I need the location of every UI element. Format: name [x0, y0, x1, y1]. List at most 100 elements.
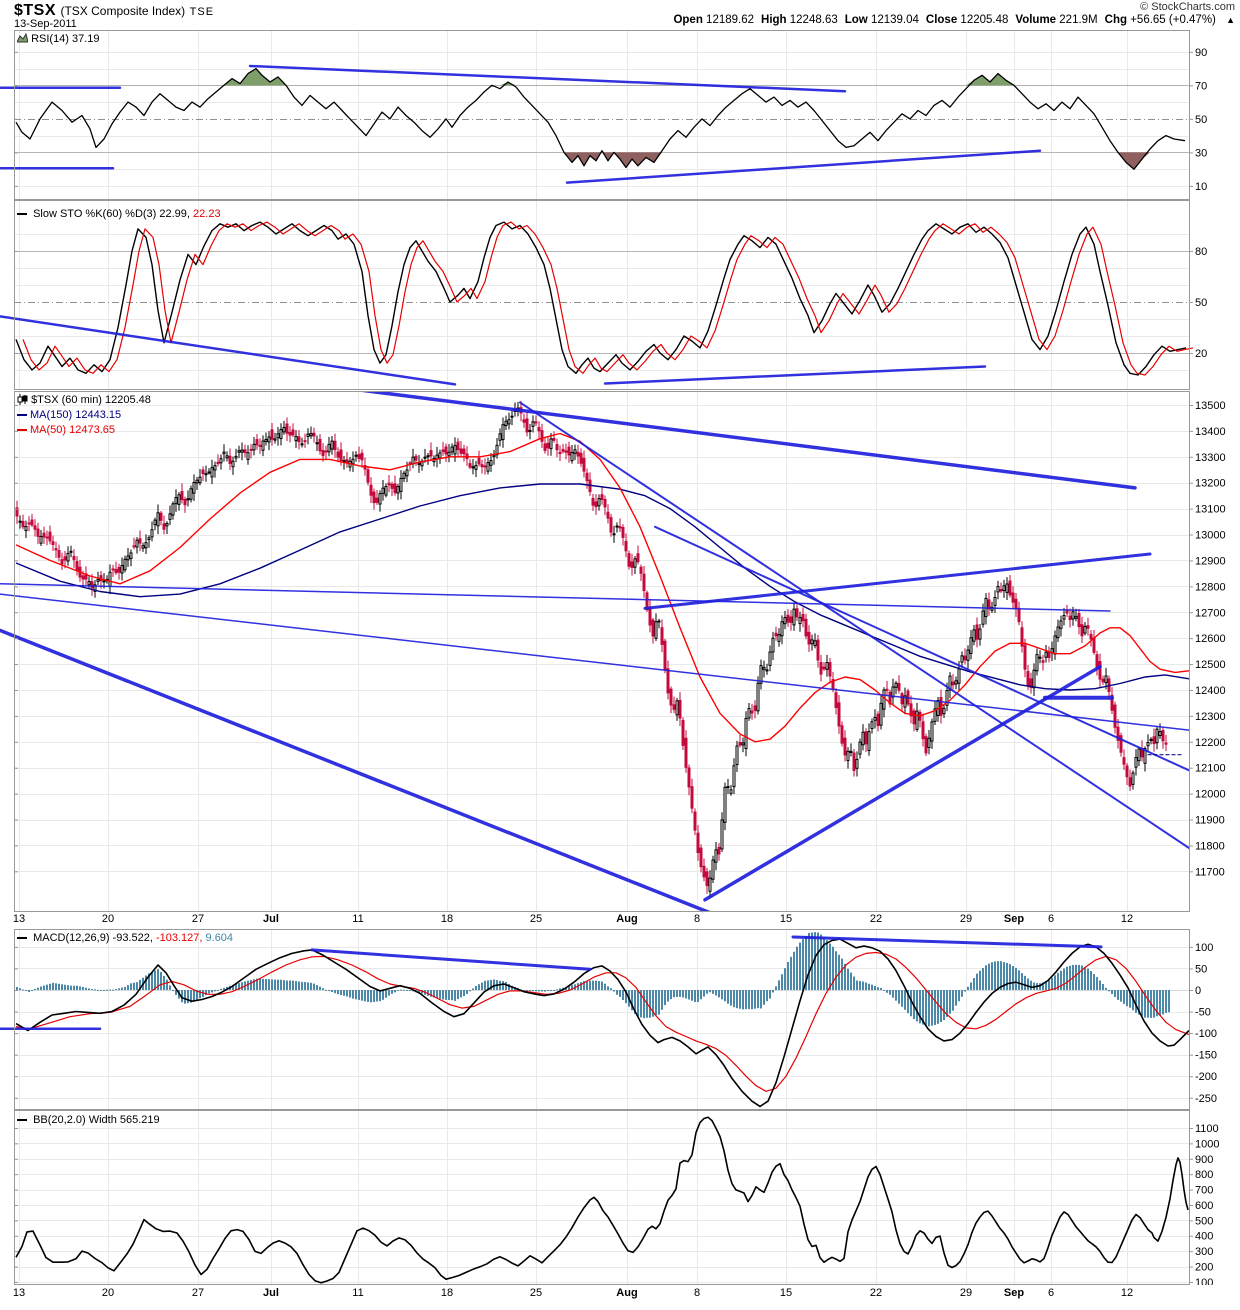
quote-row: Open 12189.62 High 12248.63 Low 12139.04 Cl… — [673, 14, 1235, 26]
y-axis-label: 12100 — [1195, 763, 1226, 775]
y-axis-label: 13000 — [1195, 530, 1226, 542]
y-axis-label: 200 — [1195, 1262, 1213, 1274]
stochastic-panel: 80 50 20 — [0, 200, 1207, 390]
y-axis-label: -150 — [1195, 1050, 1217, 1062]
y-axis-label: 11800 — [1195, 840, 1225, 852]
x-axis-label: 6 — [1047, 1287, 1055, 1299]
chart-date: 13-Sep-2011 — [14, 18, 77, 30]
quote-label: Volume — [1015, 14, 1060, 26]
quote-label: Close — [925, 14, 961, 26]
y-axis-label: 10 — [1195, 181, 1207, 193]
macd-line-swatch — [17, 937, 27, 940]
y-axis-label: 12500 — [1195, 659, 1226, 671]
ma150-legend: MA(150) 12443.15 — [17, 409, 121, 421]
x-axis-label: Jul — [263, 1287, 279, 1299]
quote-value: 221.9M — [1059, 14, 1098, 26]
y-axis-label: -200 — [1195, 1071, 1217, 1083]
x-axis-label: 8 — [693, 913, 701, 925]
x-axis-label: 13 — [12, 1287, 26, 1299]
y-axis-label: 12300 — [1195, 711, 1226, 723]
ma50-swatch — [17, 429, 27, 432]
x-axis-label: 13 — [12, 913, 26, 925]
x-axis-bottom: 13 20 27 Jul 11 18 25 Aug 8 15 22 29 Sep 6 12 — [0, 1286, 1240, 1303]
x-axis-label: 22 — [869, 1287, 883, 1299]
copyright: © StockCharts.com — [1140, 1, 1235, 13]
x-axis-label: 11 — [352, 1287, 364, 1299]
y-axis-label: 12800 — [1195, 581, 1226, 593]
price-legend-label: $TSX (60 min) 12205.48 — [31, 394, 151, 406]
y-axis-label: 50 — [1195, 963, 1207, 975]
x-axis-label: 20 — [101, 1287, 115, 1299]
x-axis-label: 25 — [529, 1287, 543, 1299]
x-axis-label: 20 — [101, 913, 115, 925]
y-axis-label: 12700 — [1195, 607, 1226, 619]
y-axis-label: 90 — [1195, 47, 1207, 59]
quote-label: High — [761, 14, 790, 26]
y-axis-label: 13200 — [1195, 478, 1226, 490]
y-axis-label: -100 — [1195, 1028, 1217, 1040]
y-axis-label: 1000 — [1195, 1138, 1219, 1150]
price-panel: 13500 13400 13300 13200 13100 13000 12900 12800… — [0, 391, 1226, 912]
ma150-label: MA(150) 12443.15 — [30, 409, 122, 421]
x-axis-label: Aug — [616, 913, 638, 925]
bb-width-panel: 1100 1000 900 800 700 600 500 400 300 200 100 — [14, 1110, 1219, 1285]
x-axis-label: 29 — [959, 913, 973, 925]
y-axis-label: 100 — [1195, 942, 1213, 954]
quote-value: 12139.04 — [870, 14, 919, 26]
y-axis-label: 100 — [1195, 1277, 1213, 1285]
y-axis-label: 400 — [1195, 1231, 1213, 1243]
x-axis-mid: 13 20 27 Jul 11 18 25 Aug 8 15 22 29 Sep 6 12 — [0, 912, 1240, 929]
ma50-label: MA(50) 12473.65 — [30, 424, 115, 436]
exchange-label: TSE — [189, 6, 215, 18]
y-axis-label: 13100 — [1195, 504, 1226, 516]
change-up-arrow: ▲ — [1226, 15, 1235, 25]
x-axis-label: 18 — [440, 1287, 454, 1299]
macd-legend: MACD(12,26,9) -93.522, -103.127, 9.604 — [17, 932, 233, 944]
y-axis-label: 80 — [1195, 246, 1207, 258]
x-axis-label: 12 — [1120, 1287, 1134, 1299]
x-axis-label: 11 — [352, 913, 364, 925]
quote-label: Low — [844, 14, 871, 26]
quote-values: Open 12189.62 High 12248.63 Low 12139.04 Cl… — [673, 14, 1222, 26]
x-axis-label: 22 — [869, 913, 883, 925]
rsi-legend-label: RSI(14) 37.19 — [31, 33, 100, 45]
sto-line-swatch — [17, 213, 27, 216]
quote-label: Open — [673, 14, 707, 26]
y-axis-label: 800 — [1195, 1169, 1213, 1181]
y-axis-label: 0 — [1195, 985, 1201, 997]
x-axis-label: Aug — [616, 1287, 638, 1299]
ma150-swatch — [17, 414, 27, 417]
x-axis-label: 15 — [779, 913, 793, 925]
symbol-name: (TSX Composite Index) — [60, 4, 186, 18]
x-axis-label: Sep — [1003, 1287, 1025, 1299]
x-axis-label: 27 — [191, 913, 205, 925]
y-axis-label: 13300 — [1195, 452, 1226, 464]
sto-legend: Slow STO %K(60) %D(3) 22.99, 22.23 — [17, 208, 221, 220]
rsi-panel: 90 70 50 30 10 — [0, 30, 1207, 200]
y-axis-label: 13500 — [1195, 400, 1226, 412]
y-axis-label: 600 — [1195, 1200, 1213, 1212]
ma50-legend: MA(50) 12473.65 — [17, 424, 115, 436]
symbol-label: $TSX — [14, 2, 57, 19]
x-axis-label: 15 — [779, 1287, 793, 1299]
y-axis-label: 20 — [1195, 348, 1207, 360]
sto-d-label: 22.23 — [193, 208, 221, 220]
x-axis-label: 18 — [440, 913, 454, 925]
x-axis-label: 29 — [959, 1287, 973, 1299]
y-axis-label: 50 — [1195, 114, 1207, 126]
y-axis-label: 13400 — [1195, 426, 1226, 438]
y-axis-label: -250 — [1195, 1093, 1217, 1105]
rsi-legend: RSI(14) 37.19 — [16, 32, 100, 45]
bb-legend: BB(20,2.0) Width 565.219 — [17, 1114, 160, 1126]
y-axis-label: 12000 — [1195, 789, 1226, 801]
x-axis-label: 8 — [693, 1287, 701, 1299]
quote-value: 12189.62 — [706, 14, 755, 26]
y-axis-label: 12200 — [1195, 737, 1226, 749]
y-axis-label: 50 — [1195, 297, 1207, 309]
area-chart-icon — [16, 32, 29, 43]
bb-legend-label: BB(20,2.0) Width 565.219 — [33, 1114, 160, 1126]
macd-hist-label: 9.604 — [205, 932, 234, 944]
sto-k-label: Slow STO %K(60) %D(3) 22.99, — [33, 208, 190, 220]
y-axis-label: 1100 — [1195, 1123, 1219, 1135]
quote-value: 12205.48 — [960, 14, 1009, 26]
